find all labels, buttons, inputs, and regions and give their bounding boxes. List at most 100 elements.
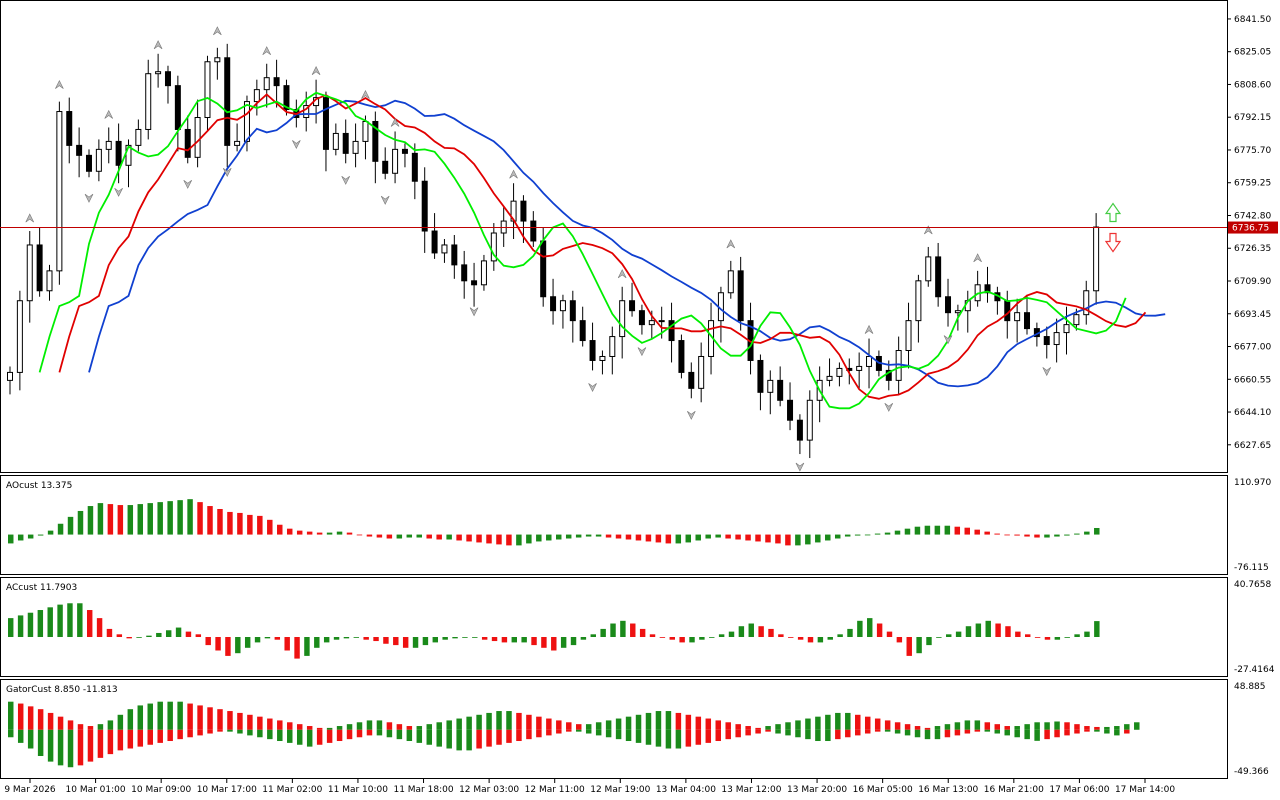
- gator-upper-bar: [914, 726, 921, 730]
- histogram-bar: [994, 533, 1000, 535]
- candle-body: [461, 264, 468, 282]
- histogram-bar: [695, 534, 701, 541]
- histogram-bar: [496, 534, 502, 545]
- gator-upper-bar: [8, 701, 14, 730]
- fractal-up-marker: [153, 40, 163, 50]
- candle-body: [115, 140, 122, 166]
- candle-body: [787, 399, 794, 421]
- gator-lower-bar: [855, 729, 861, 736]
- histogram-bar: [526, 534, 532, 544]
- gator-lower-bar: [845, 729, 851, 738]
- histogram-bar: [778, 634, 784, 638]
- histogram-bar: [197, 502, 203, 535]
- candle-body: [1024, 312, 1031, 330]
- candle-body: [421, 180, 428, 232]
- candle-body: [16, 300, 23, 373]
- candle-body: [1063, 324, 1070, 334]
- gator-lower-bar: [675, 729, 682, 749]
- gator-lower-bar: [655, 729, 662, 747]
- histogram-bar: [247, 514, 253, 535]
- gator-lower-bar: [376, 729, 383, 736]
- time-axis-label: 13 Mar 12:00: [721, 785, 781, 795]
- histogram-bar: [27, 612, 34, 638]
- histogram-bar: [699, 637, 705, 640]
- histogram-bar: [462, 637, 468, 638]
- histogram-bar: [126, 637, 132, 639]
- histogram-bar: [432, 637, 439, 643]
- histogram-bar: [630, 623, 636, 638]
- histogram-bar: [785, 534, 791, 546]
- gator-lower-bar: [745, 729, 751, 736]
- histogram-bar: [106, 628, 113, 638]
- histogram-bar: [227, 511, 233, 535]
- gator-lower-bar: [735, 729, 741, 738]
- gator-lower-bar: [1084, 729, 1090, 732]
- fractal-up-marker: [262, 46, 271, 56]
- histogram-bar: [343, 637, 350, 639]
- candle-body: [777, 379, 784, 401]
- gator-lower-bar: [27, 729, 34, 749]
- price-axis-label: 6693.45: [1234, 310, 1271, 320]
- gator-lower-bar: [17, 729, 24, 743]
- histogram-bar: [294, 637, 300, 659]
- gator-lower-bar: [316, 729, 323, 745]
- histogram-bar: [610, 623, 616, 638]
- histogram-bar: [876, 623, 883, 638]
- gator-lower-bar: [1034, 729, 1040, 741]
- histogram-bar: [1074, 533, 1080, 535]
- histogram-bar: [363, 637, 369, 640]
- histogram-bar: [346, 532, 353, 535]
- gator-upper-bar: [167, 701, 173, 730]
- histogram-bar: [1025, 634, 1031, 638]
- histogram-bar: [127, 505, 134, 535]
- histogram-bar: [217, 508, 223, 535]
- histogram-bar: [336, 531, 343, 535]
- histogram-bar: [456, 534, 462, 541]
- histogram-bar: [914, 526, 921, 535]
- histogram-bar: [645, 534, 652, 542]
- histogram-bar: [735, 534, 741, 540]
- histogram-bar: [426, 534, 432, 539]
- gator-lower-bar: [974, 729, 981, 732]
- gator-upper-bar: [87, 726, 94, 730]
- histogram-bar: [755, 534, 761, 542]
- gator-upper-bar: [1074, 724, 1080, 730]
- histogram-bar: [531, 637, 537, 646]
- price-axis-label: 6825.05: [1234, 48, 1271, 58]
- candle-body: [688, 371, 695, 389]
- candle-body: [431, 230, 438, 254]
- gator-upper-bar: [765, 726, 771, 730]
- histogram-bar: [207, 506, 213, 535]
- histogram-bar: [57, 523, 64, 535]
- histogram-bar: [107, 504, 114, 535]
- histogram-bar: [649, 634, 656, 638]
- gator-upper-bar: [1124, 724, 1130, 730]
- gator-upper-bar: [1134, 722, 1140, 730]
- histogram-bar: [264, 637, 271, 639]
- histogram-bar: [705, 534, 711, 539]
- candle-body: [332, 132, 339, 150]
- gator-lower-bar: [904, 729, 911, 736]
- gator-lower-bar: [874, 729, 881, 732]
- time-axis-label: 11 Mar 18:00: [393, 785, 453, 795]
- candle-body: [411, 152, 418, 182]
- candle-body: [925, 256, 932, 282]
- gator-lower-bar: [924, 729, 931, 740]
- histogram-bar: [864, 534, 871, 536]
- histogram-bar: [874, 533, 881, 535]
- histogram-bar: [1005, 626, 1011, 638]
- fractal-down-marker: [222, 168, 232, 177]
- histogram-bar: [625, 534, 632, 540]
- gator-upper-bar: [685, 714, 692, 730]
- candle-body: [1053, 332, 1060, 346]
- fast-ma-line: [38, 91, 1127, 410]
- candle-body: [599, 355, 606, 361]
- gator-upper-bar: [815, 716, 821, 730]
- candle-body: [125, 144, 132, 166]
- gator-lower-bar: [1054, 729, 1060, 738]
- histogram-bar: [847, 628, 853, 638]
- gator-lower-bar: [366, 729, 373, 736]
- histogram-bar: [47, 607, 53, 638]
- histogram-bar: [521, 637, 527, 643]
- histogram-bar: [156, 632, 162, 638]
